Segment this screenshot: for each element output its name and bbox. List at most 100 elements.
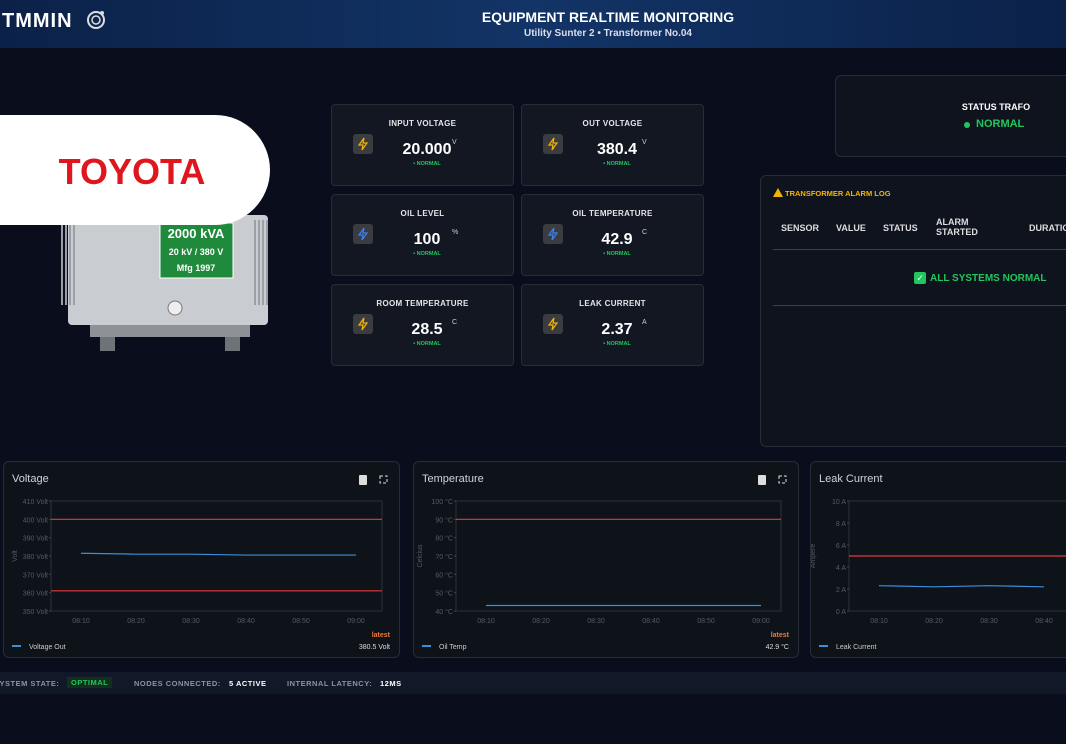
card-unit: A	[642, 319, 647, 326]
plate-year: Mfg 1997	[177, 263, 216, 273]
y-tick-label: 370 Volt	[23, 572, 48, 579]
card-label: ROOM TEMPERATURE	[376, 299, 469, 308]
x-tick-label: 08:50	[292, 618, 310, 625]
icon-shape	[547, 317, 559, 331]
export-icon	[758, 475, 766, 485]
x-tick-label: 08:10	[870, 618, 888, 625]
icon-shape	[547, 227, 559, 241]
alarm-log: TRANSFORMER ALARM LOG ✓ ALL SYSTEMS NORM…	[760, 175, 1066, 447]
card-value: 100	[413, 231, 441, 248]
latest-label: latest	[771, 632, 790, 639]
card-icon	[353, 134, 373, 154]
card-status: • NORMAL	[603, 251, 631, 257]
chart-title: Temperature	[422, 473, 484, 485]
metric-card: OIL TEMPERATURE 42.9 C • NORMAL	[521, 194, 704, 276]
x-tick-label: 08:40	[642, 618, 660, 625]
fullscreen-icon	[379, 475, 388, 484]
card-label: OIL TEMPERATURE	[572, 209, 653, 218]
y-tick-label: 4 A	[836, 565, 846, 572]
card-value: 2.37	[601, 321, 633, 338]
icon-glyph	[357, 227, 369, 241]
chart-title: Voltage	[12, 473, 49, 485]
y-tick-label: 50 °C	[435, 590, 453, 598]
icon-shape	[357, 137, 369, 151]
card-icon	[543, 134, 563, 154]
card-status: • NORMAL	[603, 341, 631, 347]
y-tick-label: 40 °C	[435, 608, 453, 616]
y-axis-label: Ampere	[811, 544, 817, 569]
footer-state-label: SYSTEM STATE:	[0, 679, 60, 688]
y-tick-label: 90 °C	[435, 516, 453, 524]
subtitle: Utility Sunter 2 • Transformer No.04	[524, 28, 692, 39]
footer-latency: 12MS	[380, 679, 402, 688]
check-icon: ✓	[914, 272, 926, 284]
x-tick-label: 08:30	[980, 618, 998, 625]
y-tick-label: 360 Volt	[23, 591, 48, 598]
metric-card: OIL LEVEL 100% • NORMAL	[331, 194, 514, 276]
brand: TOYOTA	[58, 151, 206, 192]
footer-nodes-label: NODES CONNECTED:	[134, 679, 221, 688]
y-axis-label: Celcius	[417, 544, 424, 567]
y-tick-label: 80 °C	[435, 535, 453, 543]
x-tick-label: 08:40	[1035, 618, 1053, 625]
card-value: 380.4	[596, 141, 638, 158]
x-tick-label: 08:40	[237, 618, 255, 625]
icon-glyph	[357, 137, 369, 151]
footer: SYSTEM STATE: OPTIMAL NODES CONNECTED: 5…	[0, 672, 1066, 694]
icon-shape	[357, 227, 369, 241]
export-icon	[359, 475, 367, 485]
column-header: VALUE	[836, 223, 866, 233]
footer-latency-label: INTERNAL LATENCY:	[287, 679, 373, 688]
card-icon	[543, 314, 563, 334]
card-icon	[543, 224, 563, 244]
column-header: SENSOR	[781, 223, 820, 233]
card-icon	[353, 224, 373, 244]
y-tick-label: 10 A	[832, 499, 846, 506]
y-tick-label: 380 Volt	[23, 554, 48, 561]
chart: Temperature 40 °C 50 °C 60 °C 70 °C 80 °C 90 °…	[417, 473, 790, 651]
column-header: ALARM STARTED	[936, 217, 978, 237]
chart: Voltage 350 Volt 360 Volt 370 Volt 380 Volt 3…	[12, 473, 391, 651]
y-tick-label: 70 °C	[435, 553, 453, 561]
column-header: STATUS	[883, 223, 918, 233]
card-unit: C	[452, 319, 458, 326]
metric-card: OUT VOLTAGE 380.4 V • NORMAL	[521, 104, 704, 186]
footer-state: OPTIMAL	[67, 677, 113, 688]
chart-panel: Leak Current 0 A 2 A 4 A 6 A 8 A 10 A Ampere 08:…	[810, 461, 1066, 658]
divider	[773, 305, 1066, 306]
metric-card: ROOM TEMPERATURE 28.5 C • NORMAL	[331, 284, 514, 366]
status-dot	[964, 122, 970, 128]
card-label: OIL LEVEL	[400, 209, 445, 218]
metric-card: INPUT VOLTAGE 20.000 V • NORMAL	[331, 104, 514, 186]
x-tick-label: 08:20	[925, 618, 943, 625]
card-unit: %	[452, 229, 459, 236]
card-label: OUT VOLTAGE	[582, 119, 643, 128]
y-tick-label: 390 Volt	[23, 536, 48, 543]
card-value: 42.9	[601, 231, 633, 248]
chart-title: Leak Current	[819, 473, 883, 485]
logo: TMMIN	[2, 10, 73, 32]
legend-label: Oil Temp	[439, 644, 467, 651]
header: TMMIN EQUIPMENT REALTIME MONITORING Util…	[0, 0, 1066, 48]
status-label: STATUS TRAFO	[961, 102, 1031, 112]
title: EQUIPMENT REALTIME MONITORING	[481, 9, 735, 25]
card-status: • NORMAL	[603, 161, 631, 167]
x-tick-label: 09:00	[752, 618, 770, 625]
y-tick-label: 6 A	[836, 543, 846, 550]
x-tick-label: 08:20	[532, 618, 550, 625]
brand-badge: TOYOTA	[0, 115, 270, 225]
icon-shape	[357, 317, 369, 331]
x-tick-label: 08:50	[697, 618, 715, 625]
latest-value: 42.9 °C	[766, 643, 789, 651]
series-line	[878, 585, 1045, 588]
chart-panel: Voltage 350 Volt 360 Volt 370 Volt 380 Volt 3…	[3, 461, 400, 658]
card-label: INPUT VOLTAGE	[388, 119, 457, 128]
card-unit: V	[452, 139, 457, 146]
card-status: • NORMAL	[413, 251, 441, 257]
legend-label: Voltage Out	[29, 644, 66, 651]
y-tick-label: 60 °C	[435, 571, 453, 579]
x-tick-label: 08:30	[182, 618, 200, 625]
alarm-message: ALL SYSTEMS NORMAL	[930, 273, 1047, 284]
y-tick-label: 350 Volt	[23, 609, 48, 616]
